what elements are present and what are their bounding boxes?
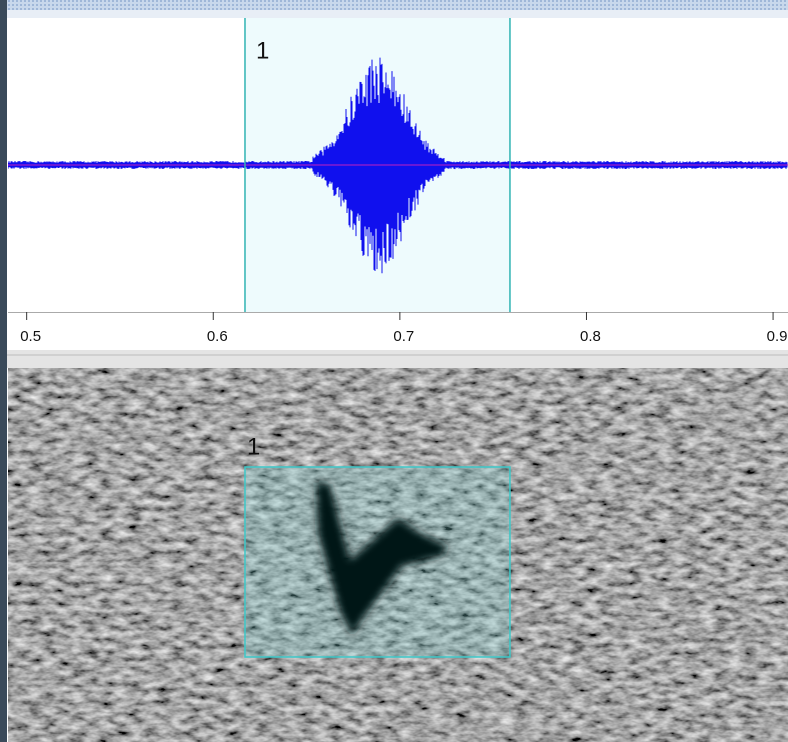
sound-view: 1 0.5 0.6 0.7 0.8 0.9 1 bbox=[0, 0, 788, 742]
time-axis: 0.5 0.6 0.7 0.8 0.9 bbox=[8, 312, 788, 350]
x-tick-label: 0.5 bbox=[20, 328, 41, 345]
left-border bbox=[0, 0, 7, 742]
x-tick-label: 0.8 bbox=[580, 328, 601, 345]
spectrogram-selection-label: 1 bbox=[247, 433, 260, 460]
panel-separator bbox=[7, 350, 788, 368]
spectrogram-panel: 1 bbox=[8, 368, 788, 742]
panel-header bbox=[7, 10, 788, 18]
x-tick-label: 0.7 bbox=[393, 328, 414, 345]
x-tick-label: 0.6 bbox=[207, 328, 228, 345]
waveform-panel: 1 bbox=[8, 18, 788, 312]
selection-label: 1 bbox=[256, 37, 269, 64]
top-border bbox=[0, 0, 788, 10]
x-tick-label: 0.9 bbox=[767, 328, 788, 345]
